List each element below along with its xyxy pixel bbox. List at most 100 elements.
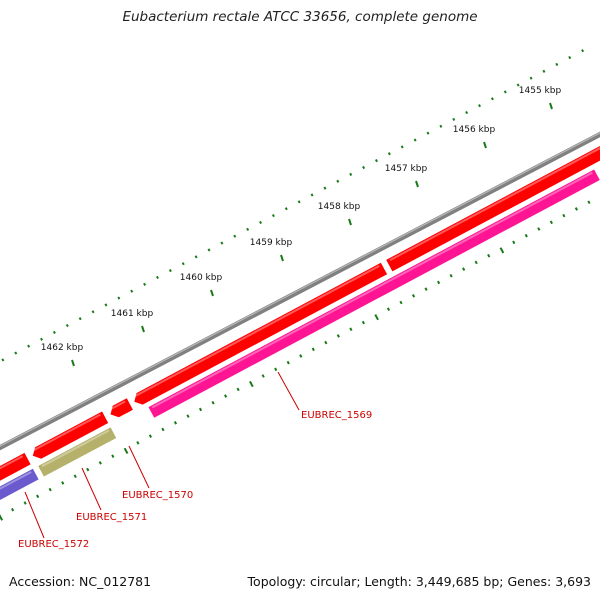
accession-label: Accession: <box>9 574 76 589</box>
outer-tick-mark <box>52 330 56 334</box>
outer-tick-mark <box>168 268 172 273</box>
inner-tick-mark <box>549 220 553 225</box>
gene-arrow-strand1-far-left[interactable] <box>0 452 31 518</box>
outer-tick-mark <box>271 214 275 218</box>
inner-tick-mark <box>574 207 578 211</box>
outer-tick-mark <box>400 145 404 149</box>
scale-label: 1460 kbp <box>180 273 223 283</box>
inner-tick-mark <box>524 233 528 238</box>
inner-tick-mark <box>186 414 190 418</box>
inner-tick-mark <box>324 340 328 345</box>
accession-info: Accession: NC_012781 <box>9 574 151 589</box>
inner-tick-mark <box>111 454 115 458</box>
inner-scale-ticks <box>0 194 600 521</box>
genome-backbone-highlight <box>0 132 600 447</box>
outer-tick-mark <box>336 179 340 183</box>
gene-arrow-eubrec-1569[interactable] <box>148 169 600 418</box>
inner-tick-mark <box>286 360 290 365</box>
major-tick-mark <box>415 180 419 188</box>
outer-tick-mark <box>413 138 417 142</box>
inner-tick-mark <box>336 334 340 338</box>
inner-tick-mark <box>123 447 129 454</box>
gene-arrow-strand1-left[interactable] <box>32 411 109 459</box>
scale-label: 1458 kbp <box>318 202 361 212</box>
inner-tick-mark <box>23 501 27 505</box>
gene-arrow-strand1-right[interactable] <box>386 140 600 272</box>
outer-tick-mark <box>465 110 469 115</box>
outer-tick-mark <box>374 159 378 163</box>
outer-tick-mark <box>503 90 507 94</box>
outer-tick-mark <box>194 255 198 259</box>
callout-leader-line <box>81 467 102 511</box>
inner-tick-mark <box>386 307 391 311</box>
inner-tick-mark <box>48 487 52 492</box>
accession-value: NC_012781 <box>79 574 152 589</box>
major-tick-mark <box>549 102 553 110</box>
gene-arrow-eubrec-1571[interactable] <box>38 427 117 477</box>
major-tick-mark <box>280 254 284 262</box>
inner-tick-mark <box>474 260 478 265</box>
scale-label: 1455 kbp <box>519 86 562 96</box>
genes-value: 3,693 <box>555 574 591 589</box>
outer-tick-mark <box>117 296 121 300</box>
inner-tick-mark <box>36 494 40 499</box>
inner-tick-mark <box>173 420 178 425</box>
inner-tick-mark <box>86 467 90 472</box>
inner-tick-mark <box>424 287 428 291</box>
outer-tick-mark <box>65 323 69 328</box>
outer-tick-mark <box>220 241 224 245</box>
outer-tick-mark <box>490 97 494 101</box>
callout-leader-line <box>128 445 150 489</box>
inner-tick-mark <box>587 200 591 205</box>
outer-tick-mark <box>207 248 211 252</box>
inner-tick-mark <box>11 507 15 512</box>
scale-label: 1456 kbp <box>453 125 496 135</box>
length-value: 3,449,685 bp <box>415 574 500 589</box>
inner-tick-mark <box>361 320 366 325</box>
inner-tick-mark <box>224 394 228 398</box>
scale-label: 1457 kbp <box>385 164 428 174</box>
gene-label[interactable]: EUBREC_1569 <box>301 410 372 421</box>
genes-label: Genes: <box>507 574 552 589</box>
backbone-layer <box>0 131 600 451</box>
scale-label: 1459 kbp <box>250 238 293 248</box>
outer-tick-mark <box>478 104 481 108</box>
outer-tick-mark <box>439 124 443 128</box>
major-tick-mark <box>210 289 214 297</box>
length-label: Length: <box>364 574 412 589</box>
gene-callouts: EUBREC_1569 EUBREC_1570 EUBREC_1571 EUBREC_… <box>18 371 372 550</box>
outer-scale-ticks <box>1 49 585 367</box>
outer-scale-labels: 1455 kbp 1456 kbp 1457 kbp 1458 kbp 1459 kbp… <box>41 86 562 353</box>
outer-tick-mark <box>40 337 44 341</box>
outer-tick-mark <box>27 344 31 348</box>
topology-label: Topology: <box>247 574 307 589</box>
gene-arrow-eubrec-1570[interactable] <box>110 398 133 418</box>
inner-tick-mark <box>449 273 453 278</box>
inner-tick-mark <box>198 407 203 412</box>
genome-summary: Topology: circular; Length: 3,449,685 bp; … <box>247 574 591 589</box>
callout-leader-line <box>277 371 300 411</box>
gene-arrow-strand1-main[interactable] <box>134 262 388 405</box>
inner-tick-mark <box>349 327 353 332</box>
inner-tick-mark <box>537 227 541 231</box>
scale-label: 1462 kbp <box>41 343 84 353</box>
inner-tick-mark <box>148 434 153 438</box>
outer-tick-mark <box>555 62 559 67</box>
gene-arrow-eubrec-1572[interactable] <box>0 468 39 533</box>
gene-label[interactable]: EUBREC_1571 <box>76 512 147 523</box>
inner-tick-mark <box>274 367 278 372</box>
outer-tick-mark <box>362 165 366 170</box>
outer-tick-mark <box>14 351 18 355</box>
major-tick-mark <box>71 359 75 367</box>
map-title: Eubacterium rectale ATCC 33656, complete… <box>122 9 478 25</box>
inner-tick-mark <box>299 354 303 358</box>
inner-tick-mark <box>311 347 315 352</box>
gene-label[interactable]: EUBREC_1572 <box>18 539 89 550</box>
outer-tick-mark <box>310 193 314 197</box>
genome-backbone <box>0 131 600 451</box>
inner-tick-mark <box>249 380 254 388</box>
outer-tick-mark <box>349 172 353 176</box>
gene-label[interactable]: EUBREC_1570 <box>122 490 193 501</box>
inner-tick-mark <box>136 441 140 445</box>
